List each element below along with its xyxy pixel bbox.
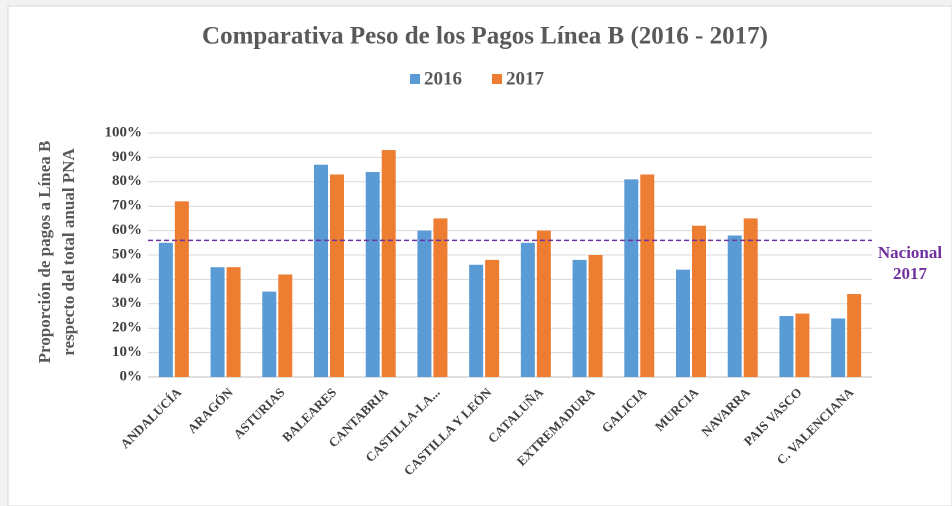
bar: [365, 172, 380, 377]
bar: [278, 274, 293, 377]
bar: [831, 318, 846, 377]
legend-swatch: [492, 74, 502, 84]
bar: [536, 230, 551, 377]
legend-label: 2016: [424, 68, 462, 89]
bar: [795, 313, 810, 377]
bar: [779, 316, 794, 377]
bar: [743, 218, 758, 377]
bar: [624, 179, 639, 377]
y-tick-label: 10%: [112, 344, 142, 360]
legend-swatch: [410, 74, 420, 84]
reference-label: Nacional: [878, 243, 943, 262]
bar: [433, 218, 448, 377]
y-tick-label: 30%: [112, 295, 142, 311]
bar: [640, 174, 655, 377]
y-tick-label: 40%: [112, 271, 142, 287]
bar: [588, 255, 603, 377]
y-tick-label: 70%: [112, 198, 142, 214]
y-tick-label: 20%: [112, 320, 142, 336]
bar: [847, 294, 862, 377]
bar: [572, 259, 587, 377]
reference-label: 2017: [893, 264, 928, 283]
y-tick-label: 100%: [105, 124, 143, 140]
bar: [692, 225, 706, 377]
y-tick-label: 80%: [112, 173, 142, 189]
bar: [727, 235, 742, 377]
bar: [676, 269, 690, 377]
y-tick-label: 0%: [120, 368, 143, 384]
bar: [262, 291, 277, 377]
y-axis-label: Proporción de pagos a Línea B: [35, 141, 54, 364]
bar: [210, 267, 225, 377]
bar: [381, 150, 396, 377]
bar: [158, 242, 173, 377]
bar: [417, 230, 432, 377]
y-tick-label: 50%: [112, 246, 142, 262]
chart-title: Comparativa Peso de los Pagos Línea B (2…: [202, 23, 768, 50]
bar: [174, 201, 189, 377]
bar: [469, 264, 484, 377]
bar: [314, 164, 328, 377]
bar: [485, 259, 500, 377]
bar: [226, 267, 241, 377]
y-tick-label: 90%: [112, 149, 142, 165]
bar: [520, 242, 535, 377]
bar: [330, 174, 344, 377]
y-axis-label: respecto del total anual PNA: [59, 148, 78, 356]
legend-label: 2017: [506, 68, 545, 89]
y-tick-label: 60%: [112, 222, 142, 238]
